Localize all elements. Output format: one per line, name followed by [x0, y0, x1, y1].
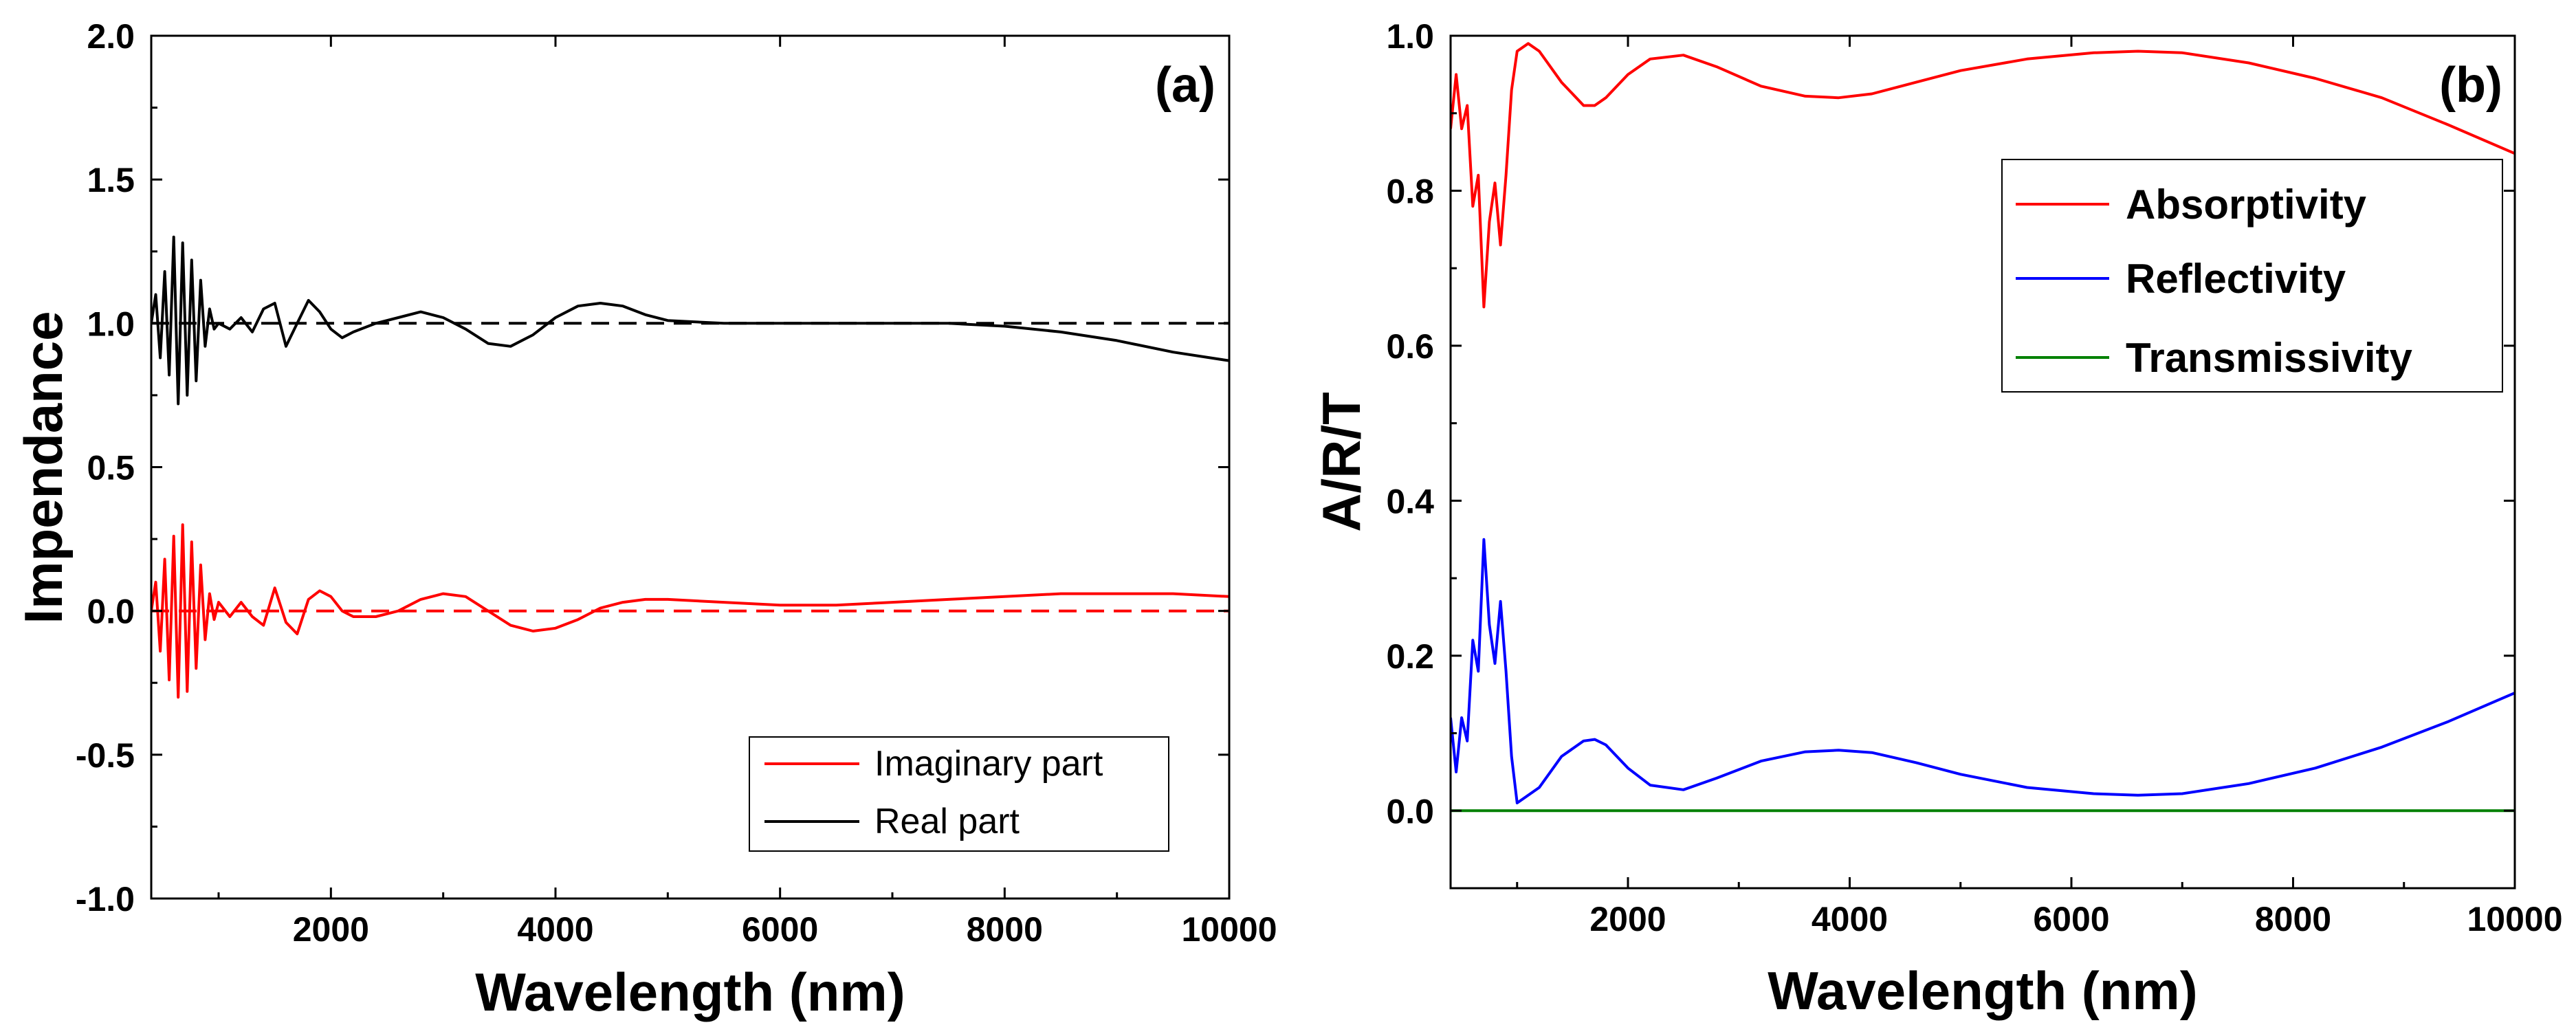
panel-b-xlabel: Wavelength (nm) — [1768, 960, 2197, 1021]
panel-b-series-reflectivity — [1451, 538, 2515, 804]
panel-a-series-real-part — [151, 235, 1229, 406]
panel-a-xtick-label: 10000 — [1181, 910, 1277, 949]
panel-b-ytick-label: 0.6 — [1386, 327, 1434, 366]
panel-b-ytick-label: 0.8 — [1386, 172, 1434, 210]
legend-label-imaginary: Imaginary part — [874, 744, 1103, 784]
legend-label-reflectivity: Reflectivity — [2126, 256, 2346, 302]
panel-a-ytick-label: 1.0 — [87, 305, 135, 343]
panel-b-plot-area — [1451, 42, 2515, 813]
panel-b-xtick-label: 6000 — [2033, 900, 2109, 938]
panel-b-ylabel: A/R/T — [1311, 392, 1372, 532]
panel-b-legend-box — [2001, 159, 2503, 393]
panel-a-xlabel: Wavelength (nm) — [475, 962, 905, 1022]
panel-a-series-imaginary-part — [151, 523, 1229, 699]
panel-a-legend: Imaginary part Real part — [749, 736, 1169, 852]
panel-a-ytick-label: 1.5 — [87, 161, 135, 199]
panel-b-xtick-label: 8000 — [2255, 900, 2331, 938]
panel-b-ytick-label: 1.0 — [1386, 17, 1434, 56]
panel-b: 2000 4000 6000 8000 100000.00.20.40.60.81.0 … — [1311, 17, 2563, 1021]
legend-label-transmissivity: Transmissivity — [2126, 335, 2413, 381]
panel-a-ticks: 2000 4000 6000 8000 10000 -1.0 -0.5 0.0 0.5 1.0 1.… — [76, 17, 1277, 949]
panel-a-ytick-label: -0.5 — [76, 736, 135, 775]
panel-b-xtick-label: 2000 — [1589, 900, 1666, 938]
panel-a-xtick-label: 2000 — [293, 910, 369, 949]
legend-label-real: Real part — [874, 802, 1020, 841]
panel-a-xtick-label: 4000 — [517, 910, 593, 949]
panel-a-label: (a) — [1155, 58, 1215, 113]
panel-a-ytick-label: 0.0 — [87, 593, 135, 631]
panel-b-series-absorptivity — [1451, 42, 2515, 309]
panel-b-ytick-label: 0.0 — [1386, 792, 1434, 830]
panel-a-ytick-label: -1.0 — [76, 880, 135, 918]
panel-a-xtick-label: 8000 — [967, 910, 1043, 949]
panel-a-legend-box — [749, 736, 1169, 852]
panel-b-ytick-label: 0.2 — [1386, 637, 1434, 676]
legend-label-absorptivity: Absorptivity — [2126, 181, 2367, 228]
panel-b-legend: Absorptivity Reflectivity Transmissivity — [2001, 159, 2503, 393]
panel-b-ticks: 2000 4000 6000 8000 10000 0.0 0.2 0.4 0.6 0.8 1.0 — [1386, 17, 2562, 938]
panel-b-xtick-label: 4000 — [1812, 900, 1888, 938]
panel-b-label: (b) — [2439, 58, 2502, 113]
panel-a-ylabel: Impendance — [13, 311, 74, 624]
panel-b-frame — [1449, 34, 2516, 890]
panel-a-ytick-label: 0.5 — [87, 449, 135, 487]
panel-b-ytick-label: 0.4 — [1386, 482, 1434, 520]
panel-a-ytick-label: 2.0 — [87, 17, 135, 56]
panel-a-xtick-label: 6000 — [742, 910, 818, 949]
panel-b-xtick-label: 10000 — [2467, 900, 2562, 938]
panel-a-plot-area — [151, 235, 1229, 699]
panel-a: 2000 4000 6000 8000 10000 -1.0 -0.5 0.0 0.5 1.0 1.… — [13, 17, 1277, 1022]
